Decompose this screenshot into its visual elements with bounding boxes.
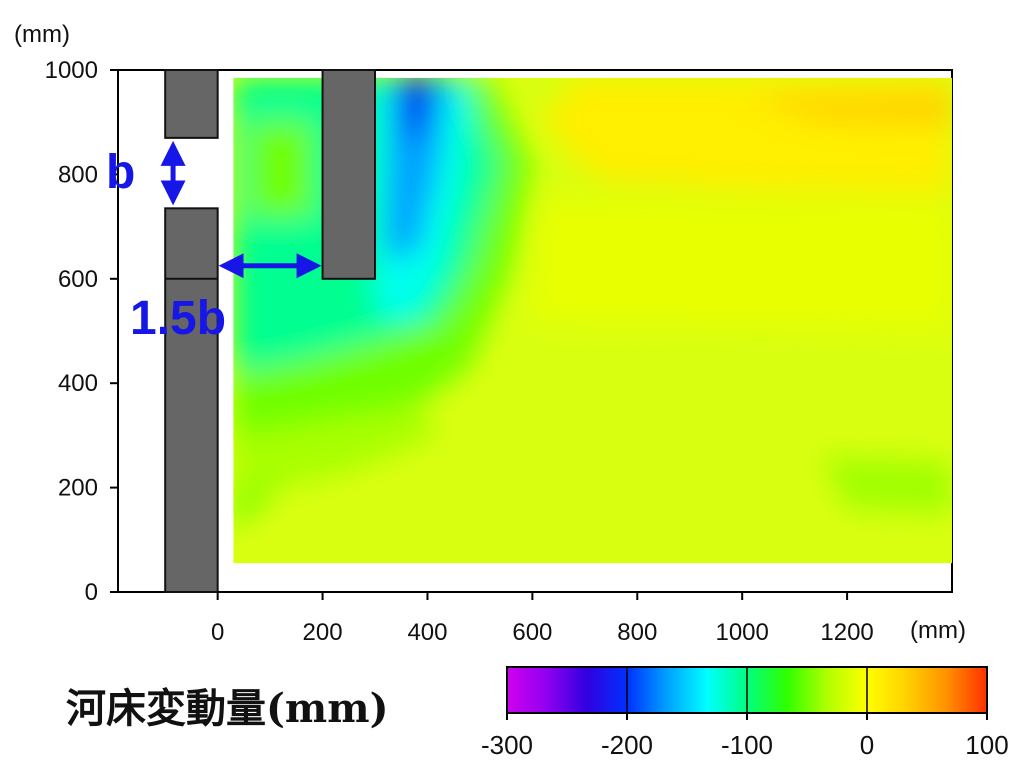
x-tick-label: 400 <box>407 619 447 646</box>
x-tick-label: 0 <box>211 619 224 646</box>
y-tick-label: 400 <box>58 370 98 397</box>
colorbar-tick-label: -200 <box>601 730 653 760</box>
x-tick-label: 800 <box>617 619 657 646</box>
contour-region <box>233 404 438 498</box>
contour-region <box>742 88 952 128</box>
obstacles <box>164 69 377 594</box>
x-tick-label: 1000 <box>715 619 768 646</box>
y-tick-label: 600 <box>58 266 98 293</box>
contour-region <box>532 200 952 331</box>
colorbar-label: 河床変動量(mm) <box>66 685 389 732</box>
x-axis-unit: (mm) <box>910 617 966 644</box>
contour-region <box>249 122 313 217</box>
annotations: b 1.5b <box>106 140 322 345</box>
colorbar: -300 -200 -100 0 100 <box>481 666 1009 760</box>
y-tick-label: 0 <box>85 579 98 606</box>
y-axis: 0 200 400 600 800 1000 <box>45 57 118 606</box>
contour-region <box>398 77 433 144</box>
x-tick-label: 1200 <box>820 619 873 646</box>
colorbar-tick-label: -300 <box>481 730 533 760</box>
x-tick-label: 600 <box>512 619 552 646</box>
obstacle-left-wall-upper <box>164 69 219 139</box>
colorbar-tick-label: -100 <box>721 730 773 760</box>
x-tick-label: 200 <box>303 619 343 646</box>
contour-region <box>820 456 952 514</box>
x-axis: 0 200 400 600 800 1000 1200 <box>211 592 874 646</box>
colorbar-tick-label: 0 <box>860 730 874 760</box>
y-tick-label: 200 <box>58 475 98 502</box>
contour-region <box>385 77 449 258</box>
spacing-label: 1.5b <box>130 292 226 345</box>
obstacle-spur-dike <box>321 69 377 280</box>
y-tick-label: 800 <box>58 161 98 188</box>
y-tick-label: 1000 <box>45 57 98 84</box>
obstacle-left-wall-lower <box>164 207 219 594</box>
colorbar-tick-label: 100 <box>965 730 1008 760</box>
b-label: b <box>106 146 135 199</box>
y-axis-unit: (mm) <box>14 21 70 48</box>
